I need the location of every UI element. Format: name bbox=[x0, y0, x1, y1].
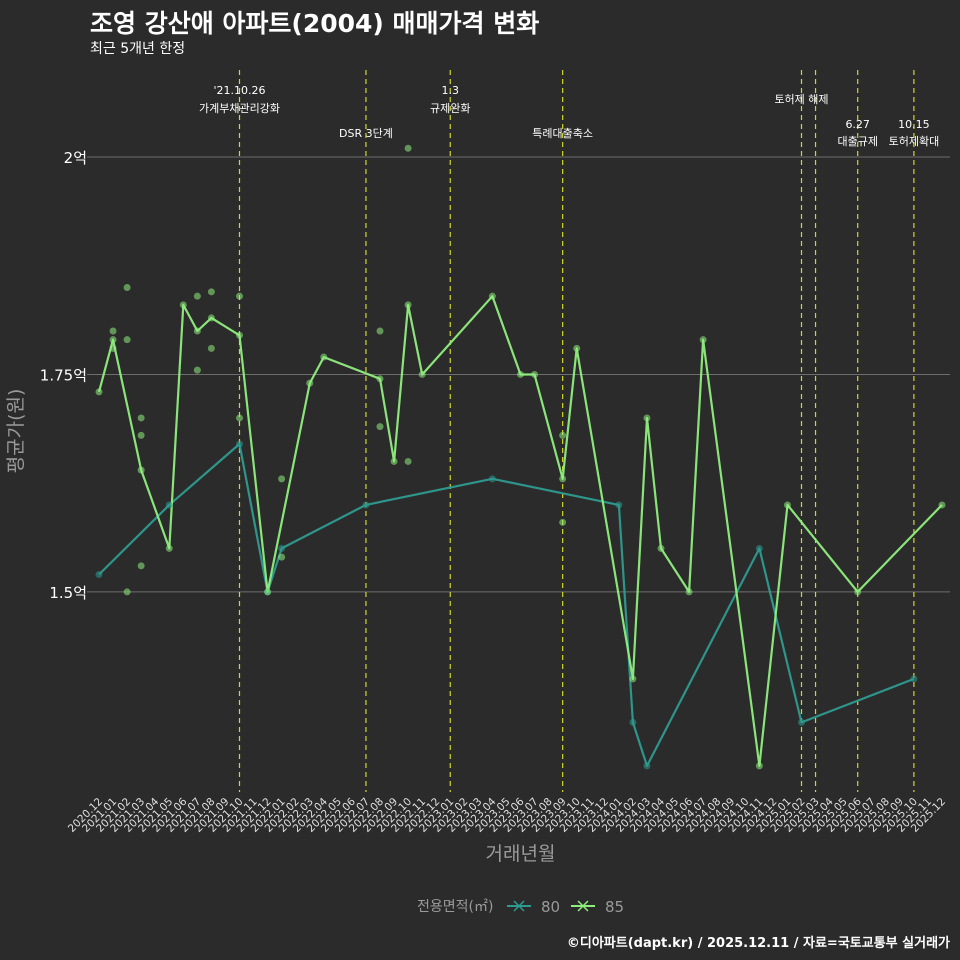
data-point-85 bbox=[404, 457, 412, 465]
data-point-85 bbox=[755, 762, 763, 770]
data-point-85 bbox=[404, 301, 412, 309]
legend-label-85: 85 bbox=[605, 898, 624, 916]
data-point-85 bbox=[137, 431, 145, 439]
data-point-85 bbox=[193, 366, 201, 374]
data-point-85 bbox=[236, 331, 243, 339]
event-label: 6.27 bbox=[845, 118, 870, 131]
data-point-85 bbox=[193, 327, 201, 335]
data-point-85 bbox=[95, 388, 103, 396]
data-point-85 bbox=[137, 414, 145, 422]
data-point-80 bbox=[488, 475, 496, 483]
data-point-85 bbox=[559, 431, 567, 439]
chart-caption: ©디아파트(dapt.kr) / 2025.12.11 / 자료=국토교통부 실… bbox=[566, 936, 950, 951]
data-point-85 bbox=[376, 423, 384, 431]
data-point-85 bbox=[643, 414, 651, 422]
event-label: 10.15 bbox=[898, 118, 930, 131]
data-point-85 bbox=[123, 588, 131, 596]
data-point-80 bbox=[643, 762, 651, 770]
data-point-80 bbox=[278, 544, 286, 552]
data-point-85 bbox=[193, 292, 201, 300]
data-point-85 bbox=[207, 314, 215, 322]
legend-key-mark-80 bbox=[513, 900, 525, 912]
data-point-85 bbox=[109, 336, 117, 344]
data-point-85 bbox=[179, 301, 187, 309]
data-point-85 bbox=[685, 588, 693, 596]
event-label: 특례대출축소 bbox=[532, 127, 593, 140]
data-point-85 bbox=[404, 144, 412, 152]
y-tick-label: 2억 bbox=[64, 149, 87, 167]
data-point-85 bbox=[236, 414, 243, 422]
x-axis-title: 거래년월 bbox=[486, 843, 556, 865]
data-point-85 bbox=[390, 457, 398, 465]
legend-label-80: 80 bbox=[541, 898, 560, 916]
y-axis-title: 평균가(원) bbox=[5, 389, 27, 474]
data-point-85 bbox=[699, 336, 707, 344]
data-point-85 bbox=[306, 379, 314, 387]
data-point-85 bbox=[517, 370, 524, 378]
data-point-85 bbox=[629, 675, 637, 683]
event-label: 대출규제 bbox=[837, 135, 877, 148]
data-point-85 bbox=[165, 544, 173, 552]
data-point-80 bbox=[165, 501, 173, 509]
data-point-80 bbox=[755, 544, 763, 552]
data-point-85 bbox=[854, 588, 862, 596]
event-label: 토허제확대 bbox=[889, 135, 940, 148]
data-point-85 bbox=[418, 370, 426, 378]
event-label: DSR 3단계 bbox=[339, 127, 393, 140]
data-point-85 bbox=[531, 370, 539, 378]
chart-subtitle: 최근 5개년 한정 bbox=[90, 41, 186, 57]
data-point-80 bbox=[910, 675, 918, 683]
event-label: 가계부채관리강화 bbox=[199, 102, 280, 115]
data-point-85 bbox=[123, 336, 131, 344]
legend-title: 전용면적(㎡) bbox=[417, 899, 493, 915]
event-label: '21.10.26 bbox=[213, 84, 265, 97]
data-point-80 bbox=[362, 501, 370, 509]
data-point-85 bbox=[207, 344, 215, 352]
data-point-85 bbox=[657, 544, 665, 552]
data-point-85 bbox=[783, 501, 791, 509]
series-line-80 bbox=[98, 442, 915, 768]
data-point-85 bbox=[938, 501, 946, 509]
data-point-85 bbox=[320, 353, 328, 361]
data-point-85 bbox=[236, 292, 243, 300]
data-point-80 bbox=[236, 440, 243, 448]
data-point-85 bbox=[264, 588, 272, 596]
data-point-85 bbox=[376, 375, 384, 383]
data-point-85 bbox=[573, 344, 581, 352]
data-point-85 bbox=[207, 288, 215, 296]
data-point-85 bbox=[109, 344, 117, 352]
data-point-80 bbox=[629, 718, 637, 726]
data-point-80 bbox=[798, 718, 805, 726]
event-label: 토허제 해제 bbox=[774, 92, 828, 106]
event-label: 규제완화 bbox=[430, 102, 470, 115]
data-point-85 bbox=[488, 292, 496, 300]
y-tick-label: 1.5억 bbox=[49, 584, 87, 602]
event-label: 1.3 bbox=[442, 84, 460, 97]
data-point-85 bbox=[123, 283, 131, 291]
data-point-85 bbox=[376, 327, 384, 335]
data-point-85 bbox=[559, 475, 567, 483]
data-point-85 bbox=[278, 475, 286, 483]
data-point-85 bbox=[109, 327, 117, 335]
data-point-85 bbox=[137, 562, 145, 570]
data-point-80 bbox=[615, 501, 623, 509]
data-point-85 bbox=[137, 466, 145, 474]
legend-key-mark-85 bbox=[577, 900, 589, 912]
data-point-80 bbox=[95, 571, 103, 579]
y-tick-label: 1.75억 bbox=[40, 366, 87, 384]
data-point-85 bbox=[278, 553, 286, 561]
data-point-85 bbox=[559, 518, 567, 526]
chart-title: 조영 강산애 아파트(2004) 매매가격 변화 bbox=[90, 9, 540, 38]
